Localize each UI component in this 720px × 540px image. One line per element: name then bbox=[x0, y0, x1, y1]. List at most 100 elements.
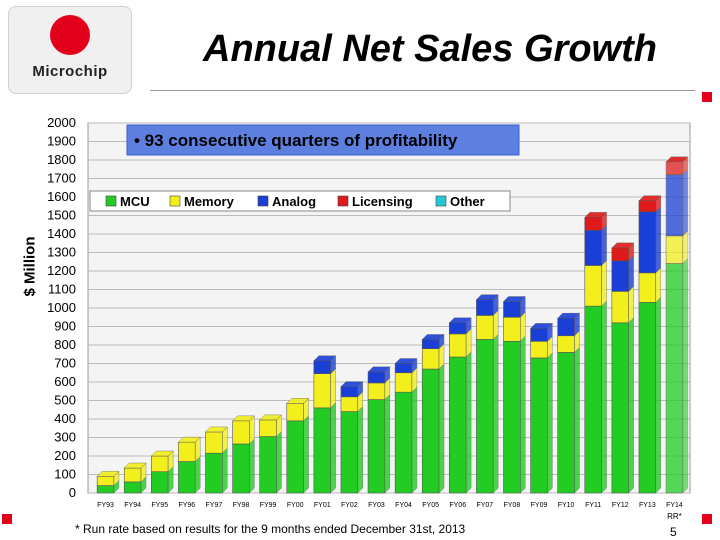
bar-side bbox=[682, 230, 689, 265]
bar-side bbox=[601, 300, 607, 494]
bar-segment bbox=[367, 382, 386, 400]
x-tick-label: FY09 bbox=[531, 502, 548, 509]
footnote: * Run rate based on results for the 9 mo… bbox=[75, 522, 466, 536]
bar-segment bbox=[286, 420, 304, 494]
bar-top bbox=[205, 426, 228, 433]
bar-side bbox=[628, 285, 634, 324]
bar-segment bbox=[530, 328, 548, 342]
bar-side bbox=[601, 224, 607, 266]
bar-segment bbox=[340, 396, 359, 412]
bar-segment bbox=[611, 322, 629, 494]
corner-marker-top-right bbox=[702, 92, 712, 102]
bar-segment bbox=[665, 263, 684, 494]
bar-top bbox=[340, 381, 364, 387]
x-tick-label: FY13 bbox=[639, 502, 656, 509]
page-title: Annual Net Sales Growth bbox=[203, 28, 657, 70]
logo-text: Microchip bbox=[32, 63, 108, 80]
bar-side bbox=[655, 267, 661, 303]
x-tick-label: FY12 bbox=[612, 502, 629, 509]
bar-segment bbox=[530, 340, 548, 359]
bar-side bbox=[493, 333, 499, 494]
bar-segment bbox=[259, 419, 277, 437]
y-tick-label: 1200 bbox=[47, 263, 76, 278]
x-tick-label: FY93 bbox=[97, 502, 114, 509]
legend-label: Licensing bbox=[352, 194, 413, 209]
bar-top bbox=[503, 296, 526, 302]
bar-segment bbox=[665, 174, 684, 237]
x-tick-label: FY98 bbox=[233, 502, 250, 509]
bar-segment bbox=[449, 333, 467, 358]
bar-segment bbox=[96, 476, 115, 486]
bar-segment bbox=[638, 302, 657, 494]
bar-top bbox=[177, 436, 201, 443]
bar-segment bbox=[178, 461, 196, 494]
bar-segment bbox=[611, 291, 629, 324]
x-tick-label: FY04 bbox=[395, 502, 412, 509]
x-tick-label: FY03 bbox=[368, 502, 385, 509]
x-tick-label: FY95 bbox=[151, 502, 168, 509]
x-tick-label: FY07 bbox=[476, 502, 493, 509]
bar-top bbox=[421, 334, 445, 340]
legend-swatch bbox=[337, 195, 349, 207]
bar-segment bbox=[96, 485, 115, 494]
x-tick-label: FY05 bbox=[422, 502, 439, 509]
y-tick-label: 1100 bbox=[48, 282, 76, 297]
y-tick-label: 1300 bbox=[47, 245, 76, 260]
microchip-logo-icon bbox=[50, 15, 90, 55]
bar-top bbox=[530, 323, 553, 329]
bar-side bbox=[330, 402, 336, 494]
bar-side bbox=[276, 431, 282, 494]
bar-segment bbox=[584, 265, 602, 307]
bar-side bbox=[465, 351, 472, 494]
y-tick-label: 0 bbox=[69, 485, 76, 500]
bar-segment bbox=[476, 339, 494, 494]
bar-top bbox=[150, 450, 174, 457]
bar-segment bbox=[611, 247, 629, 262]
bar-segment bbox=[584, 305, 602, 494]
legend-label: Memory bbox=[184, 194, 235, 209]
bar-side bbox=[249, 438, 255, 494]
bar-side bbox=[547, 352, 553, 494]
x-tick-label: FY10 bbox=[558, 502, 575, 509]
bar-segment bbox=[476, 315, 494, 340]
bar-segment bbox=[584, 230, 602, 266]
bar-segment bbox=[638, 211, 657, 274]
legend-label: Other bbox=[450, 194, 485, 209]
annotation-box bbox=[126, 124, 520, 156]
legend-box bbox=[89, 190, 511, 212]
y-tick-label: 1900 bbox=[47, 134, 76, 149]
bar-segment bbox=[151, 455, 169, 473]
bar-segment bbox=[205, 431, 223, 454]
bar-side bbox=[195, 456, 201, 494]
bar-segment bbox=[503, 301, 521, 318]
legend-swatch bbox=[105, 195, 117, 207]
y-tick-label: 2000 bbox=[47, 115, 76, 130]
bar-top bbox=[638, 195, 662, 201]
legend-swatch bbox=[435, 195, 447, 207]
bar-top bbox=[232, 415, 255, 422]
y-tick-label: 600 bbox=[54, 374, 76, 389]
title-divider bbox=[150, 90, 695, 91]
bar-segment bbox=[421, 339, 440, 350]
y-tick-label: 900 bbox=[54, 319, 76, 334]
bar-segment bbox=[367, 371, 386, 384]
y-tick-label: 200 bbox=[54, 448, 76, 463]
bar-segment bbox=[313, 360, 331, 374]
legend-label: Analog bbox=[272, 194, 316, 209]
bar-top bbox=[286, 398, 310, 404]
bar-side bbox=[601, 259, 607, 307]
bar-top bbox=[584, 212, 608, 218]
x-tick-label: FY00 bbox=[287, 502, 304, 509]
bar-side bbox=[628, 255, 634, 292]
y-tick-label: 1600 bbox=[47, 189, 76, 204]
y-tick-label: 700 bbox=[54, 356, 76, 371]
bar-segment bbox=[503, 316, 521, 342]
y-tick-label: 300 bbox=[54, 430, 76, 445]
bar-side bbox=[303, 415, 309, 494]
bar-segment bbox=[286, 402, 304, 422]
bar-side bbox=[411, 386, 418, 494]
bar-top bbox=[611, 242, 635, 249]
bar-segment bbox=[259, 436, 277, 494]
x-tick-label: FY02 bbox=[341, 502, 358, 509]
